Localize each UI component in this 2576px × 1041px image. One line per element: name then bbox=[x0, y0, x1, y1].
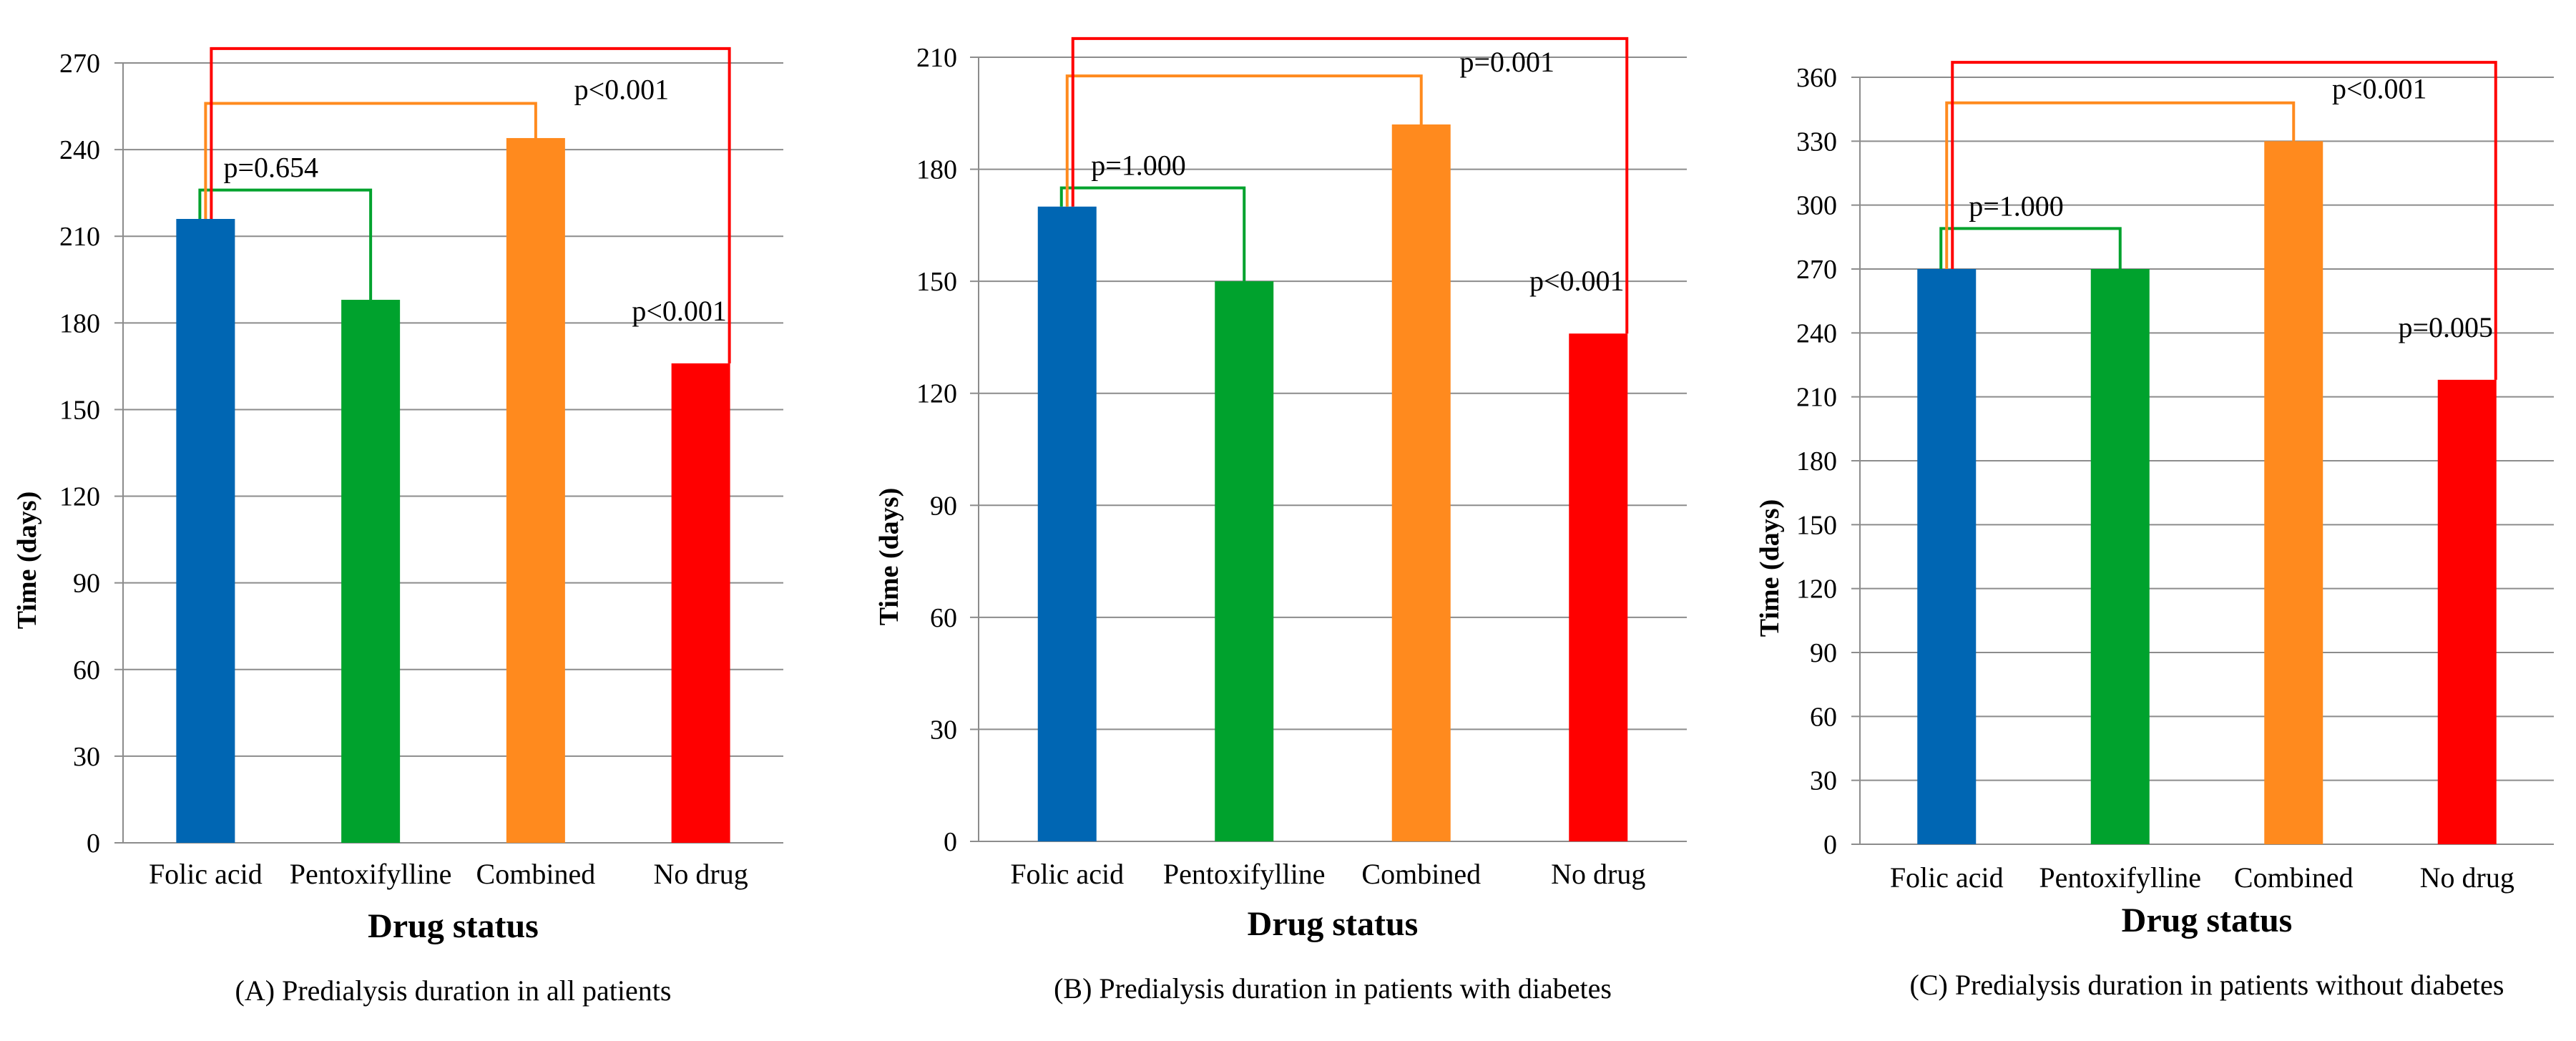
bar-no-drug bbox=[671, 363, 730, 844]
y-tick-label: 270 bbox=[59, 49, 100, 79]
bar-combined bbox=[506, 137, 565, 844]
comparison-bracket bbox=[1951, 61, 2497, 380]
x-tick-label: Combined bbox=[1361, 858, 1481, 890]
x-tick-label: Pentoxifylline bbox=[2039, 861, 2201, 894]
bar-pentoxifylline bbox=[2090, 269, 2150, 844]
y-tick-label: 150 bbox=[1796, 510, 1837, 540]
x-tick-label: Combined bbox=[476, 858, 596, 890]
x-tick-label: No drug bbox=[654, 858, 748, 890]
y-tick-label: 30 bbox=[1810, 766, 1837, 796]
chart-title: (A) Predialysis duration in all patients bbox=[235, 974, 672, 1007]
y-tick-label: 150 bbox=[916, 267, 957, 297]
chart-panel-b: 0 30 60 90 120 150 180 210 Folic acid Pentoxifyll… bbox=[874, 36, 1687, 1005]
x-axis-title: Drug status bbox=[1248, 905, 1419, 943]
p-value-label: p<0.001 bbox=[574, 74, 670, 106]
y-tick-label: 90 bbox=[1810, 638, 1837, 668]
y-tick-label: 360 bbox=[1796, 63, 1837, 93]
y-tick-label: 180 bbox=[59, 308, 100, 338]
y-axis-title: Time (days) bbox=[874, 488, 904, 625]
y-tick-label: 30 bbox=[73, 742, 100, 772]
y-tick-label: 90 bbox=[73, 569, 100, 599]
x-axis-title: Drug status bbox=[368, 907, 539, 945]
p-value-label: p=1.000 bbox=[1091, 150, 1186, 182]
y-tick-label: 210 bbox=[1796, 383, 1837, 413]
comparison-bracket bbox=[1065, 74, 1423, 207]
y-tick-label: 60 bbox=[73, 655, 100, 685]
x-tick-label: Combined bbox=[2234, 861, 2354, 894]
y-tick-label: 210 bbox=[916, 43, 957, 73]
y-tick-label: 120 bbox=[1796, 575, 1837, 605]
chart-panel-a: 0 30 60 90 120 150 180 210 240 270 Folic acid Pento… bbox=[12, 47, 783, 1007]
y-tick-label: 0 bbox=[1823, 830, 1837, 860]
x-tick-label: Folic acid bbox=[1890, 861, 2004, 894]
bar-folic-acid bbox=[1917, 269, 1977, 844]
p-value-label: p=0.654 bbox=[223, 152, 318, 184]
y-tick-label: 300 bbox=[1796, 191, 1837, 221]
p-value-label: p=0.001 bbox=[1459, 46, 1554, 78]
bar-pentoxifylline bbox=[1215, 281, 1274, 842]
y-tick-label: 60 bbox=[930, 603, 957, 633]
chart-panel-c: 0 30 60 90 120 150 180 210 240 270 300 330 360 Folic … bbox=[1755, 61, 2554, 1001]
p-value-label: p<0.001 bbox=[2332, 73, 2427, 105]
bar-no-drug bbox=[1569, 333, 1628, 841]
chart-title: (B) Predialysis duration in patients wit… bbox=[1054, 972, 1612, 1005]
y-axis-title: Time (days) bbox=[1755, 499, 1785, 637]
bar-combined bbox=[1391, 124, 1451, 841]
y-tick-label: 0 bbox=[944, 827, 957, 857]
chart-title: (C) Predialysis duration in patients wit… bbox=[1910, 969, 2504, 1001]
comparison-bracket bbox=[204, 102, 537, 219]
bar-combined bbox=[2264, 141, 2323, 845]
bar-folic-acid bbox=[176, 219, 235, 843]
p-value-label: p<0.001 bbox=[632, 295, 727, 327]
y-tick-label: 180 bbox=[916, 155, 957, 185]
y-tick-label: 180 bbox=[1796, 446, 1837, 476]
comparison-bracket bbox=[1939, 227, 2122, 269]
p-value-label: p<0.001 bbox=[1529, 265, 1625, 297]
x-tick-label: Pentoxifylline bbox=[1163, 858, 1326, 890]
x-tick-label: Folic acid bbox=[1010, 858, 1124, 890]
p-value-label: p=0.005 bbox=[2398, 311, 2493, 343]
x-tick-label: Folic acid bbox=[149, 858, 263, 890]
comparison-bracket bbox=[1059, 186, 1246, 282]
y-tick-label: 330 bbox=[1796, 127, 1837, 157]
y-tick-label: 120 bbox=[59, 482, 100, 512]
x-tick-label: No drug bbox=[1551, 858, 1645, 890]
bar-folic-acid bbox=[1037, 206, 1097, 841]
comparison-bracket bbox=[210, 47, 731, 363]
y-tick-label: 90 bbox=[930, 491, 957, 521]
x-tick-label: No drug bbox=[2420, 861, 2514, 894]
comparison-bracket bbox=[198, 188, 373, 300]
bar-pentoxifylline bbox=[341, 300, 401, 843]
x-axis-title: Drug status bbox=[2122, 901, 2293, 939]
y-axis-title: Time (days) bbox=[12, 492, 42, 629]
p-value-label: p=1.000 bbox=[1969, 190, 2064, 222]
y-tick-label: 240 bbox=[1796, 318, 1837, 348]
y-tick-label: 60 bbox=[1810, 702, 1837, 732]
y-tick-label: 210 bbox=[59, 222, 100, 252]
y-tick-label: 150 bbox=[59, 395, 100, 425]
comparison-bracket bbox=[1071, 36, 1629, 334]
y-tick-label: 270 bbox=[1796, 255, 1837, 285]
y-tick-label: 120 bbox=[916, 379, 957, 409]
comparison-bracket bbox=[1945, 101, 2296, 269]
y-tick-label: 0 bbox=[87, 829, 100, 859]
bar-no-drug bbox=[2437, 379, 2497, 844]
y-tick-label: 240 bbox=[59, 135, 100, 165]
y-tick-label: 30 bbox=[930, 715, 957, 745]
x-tick-label: Pentoxifylline bbox=[290, 858, 452, 890]
